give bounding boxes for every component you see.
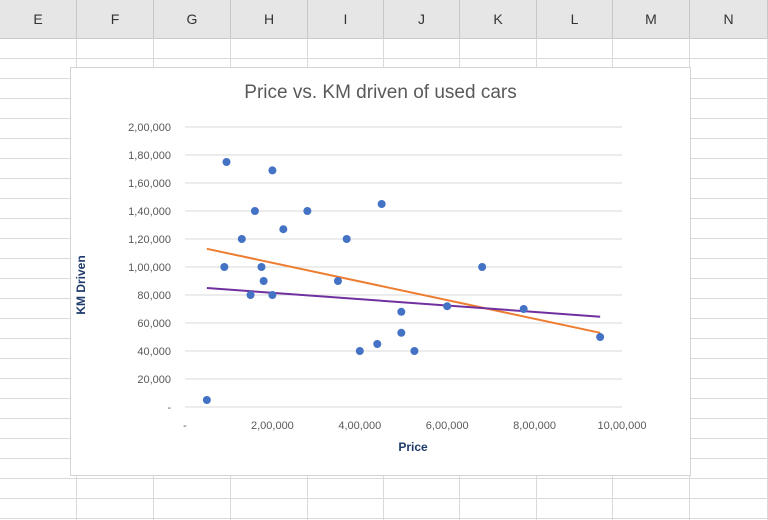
data-point <box>279 225 288 234</box>
column-header-n[interactable]: N <box>690 0 768 38</box>
x-tick-label: - <box>183 420 187 432</box>
y-tick-label: 1,80,000 <box>128 150 171 162</box>
grid-row-line <box>0 498 768 499</box>
data-point <box>397 328 406 337</box>
data-point <box>478 263 487 271</box>
data-point <box>355 347 364 355</box>
data-point <box>397 307 406 316</box>
trendline <box>206 247 601 334</box>
y-tick-label: 2,00,000 <box>128 122 171 134</box>
x-tick-label: 4,00,000 <box>338 420 381 432</box>
y-tick-label: 60,000 <box>137 318 171 330</box>
column-header-g[interactable]: G <box>154 0 231 38</box>
data-point <box>250 207 259 215</box>
data-point <box>220 263 229 271</box>
x-tick-label: 6,00,000 <box>426 420 469 432</box>
y-tick-label: 20,000 <box>137 374 171 386</box>
data-point <box>268 291 277 299</box>
data-point <box>303 207 312 215</box>
data-point <box>259 277 268 285</box>
y-tick-label: - <box>167 402 171 414</box>
x-tick-label: 8,00,000 <box>513 420 556 432</box>
y-tick-label: 1,00,000 <box>128 262 171 274</box>
grid-row-line <box>0 478 768 479</box>
column-header-i[interactable]: I <box>308 0 384 38</box>
data-point <box>257 263 266 271</box>
column-header-e[interactable]: E <box>0 0 77 38</box>
x-tick-label: 2,00,000 <box>251 420 294 432</box>
data-point <box>333 277 342 285</box>
y-tick-label: 1,60,000 <box>128 178 171 190</box>
y-axis-title[interactable]: KM Driven <box>74 255 88 315</box>
data-point <box>202 396 211 404</box>
y-tick-label: 1,20,000 <box>128 234 171 246</box>
data-point <box>246 291 255 299</box>
data-point <box>268 166 277 175</box>
plot-area[interactable]: - 20,000 40,000 60,000 80,000 1,00,000 1,20,00… <box>71 68 692 477</box>
x-tick-label: 10,00,000 <box>598 420 647 432</box>
chart-area[interactable]: Price vs. KM driven of used cars - 20,000… <box>70 67 691 476</box>
grid-row-line <box>0 58 768 59</box>
column-header-f[interactable]: F <box>77 0 154 38</box>
data-point <box>222 158 231 166</box>
data-point <box>443 302 452 311</box>
data-point <box>342 235 351 243</box>
column-header-l[interactable]: L <box>537 0 613 38</box>
data-point <box>519 305 528 313</box>
chart-title[interactable]: Price vs. KM driven of used cars <box>244 82 517 103</box>
column-header-k[interactable]: K <box>460 0 537 38</box>
column-header-j[interactable]: J <box>384 0 460 38</box>
data-point <box>377 200 386 208</box>
column-header-m[interactable]: M <box>613 0 690 38</box>
data-point <box>237 235 246 243</box>
y-tick-label: 1,40,000 <box>128 206 171 218</box>
y-tick-label: 40,000 <box>137 346 171 358</box>
y-tick-label: 80,000 <box>137 290 171 302</box>
x-axis-title[interactable]: Price <box>398 440 428 454</box>
grid-row-line <box>0 518 768 519</box>
column-header-h[interactable]: H <box>231 0 308 38</box>
data-point <box>596 333 605 341</box>
data-point <box>373 340 382 348</box>
data-point <box>410 347 419 355</box>
